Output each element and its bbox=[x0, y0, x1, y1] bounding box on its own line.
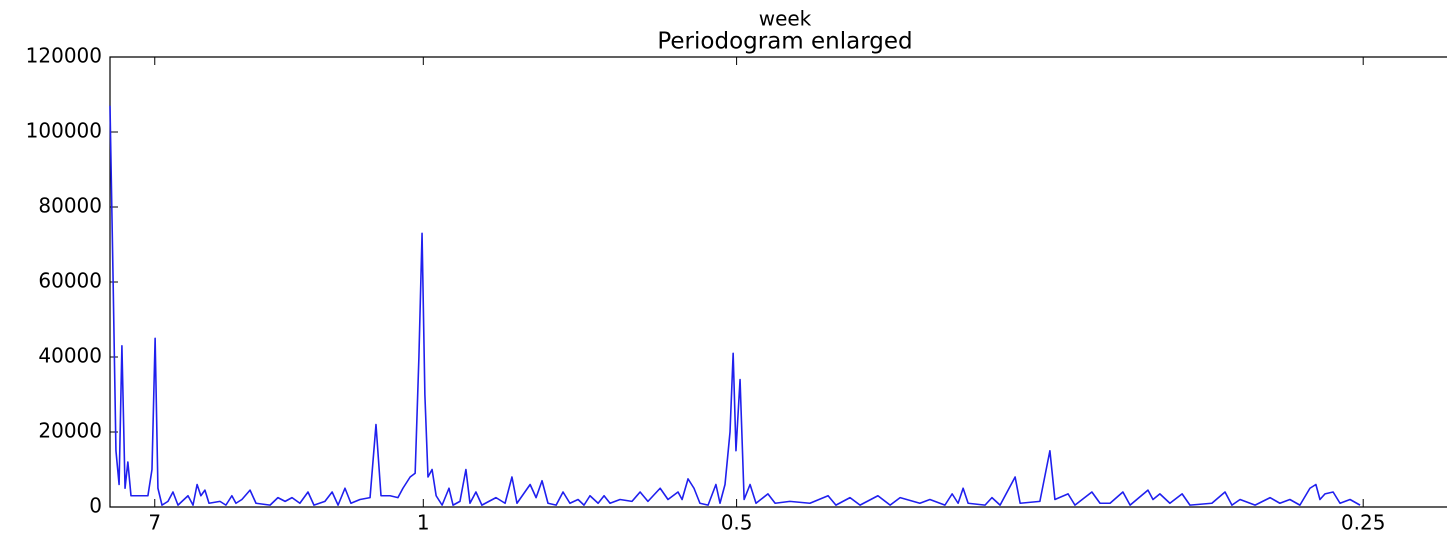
x-tick-label: 0.5 bbox=[721, 511, 753, 535]
x-tick-label: 1 bbox=[417, 511, 430, 535]
y-tick-label: 100000 bbox=[26, 119, 102, 143]
data-line bbox=[109, 105, 1361, 506]
x-axis-label: week bbox=[759, 7, 812, 31]
y-tick-label: 40000 bbox=[38, 344, 102, 368]
x-tick-label: 7 bbox=[148, 511, 161, 535]
axes-frame bbox=[109, 56, 1447, 508]
y-tick-label: 120000 bbox=[26, 44, 102, 68]
y-tick-label: 0 bbox=[89, 494, 102, 518]
y-tick-label: 20000 bbox=[38, 419, 102, 443]
x-tick-label: 0.25 bbox=[1341, 511, 1386, 535]
chart-title: Periodogram enlarged bbox=[657, 29, 912, 55]
y-tick-label: 80000 bbox=[38, 194, 102, 218]
y-tick-label: 60000 bbox=[38, 269, 102, 293]
